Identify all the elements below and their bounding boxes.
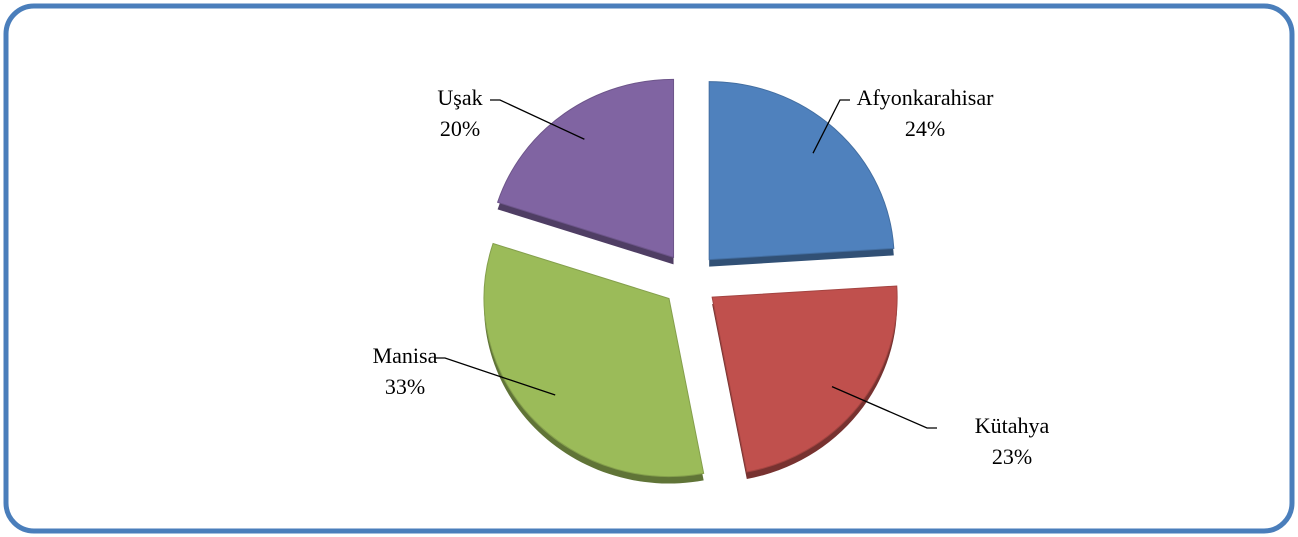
slice	[708, 81, 895, 261]
slice	[483, 242, 705, 478]
value-label: 23%	[992, 444, 1032, 469]
frame	[3, 3, 1295, 534]
category-label: Afyonkarahisar	[857, 85, 995, 110]
category-label: Manisa	[373, 343, 438, 368]
slice	[496, 78, 675, 259]
category-label: Uşak	[437, 85, 482, 110]
value-label: 24%	[905, 116, 945, 141]
leader-line	[490, 99, 585, 140]
leader-line	[812, 99, 850, 154]
leader-line	[435, 357, 556, 396]
leader-line	[831, 386, 937, 429]
category-label: Kütahya	[975, 413, 1050, 438]
slice	[711, 285, 898, 473]
value-label: 33%	[385, 374, 425, 399]
value-label: 20%	[440, 116, 480, 141]
